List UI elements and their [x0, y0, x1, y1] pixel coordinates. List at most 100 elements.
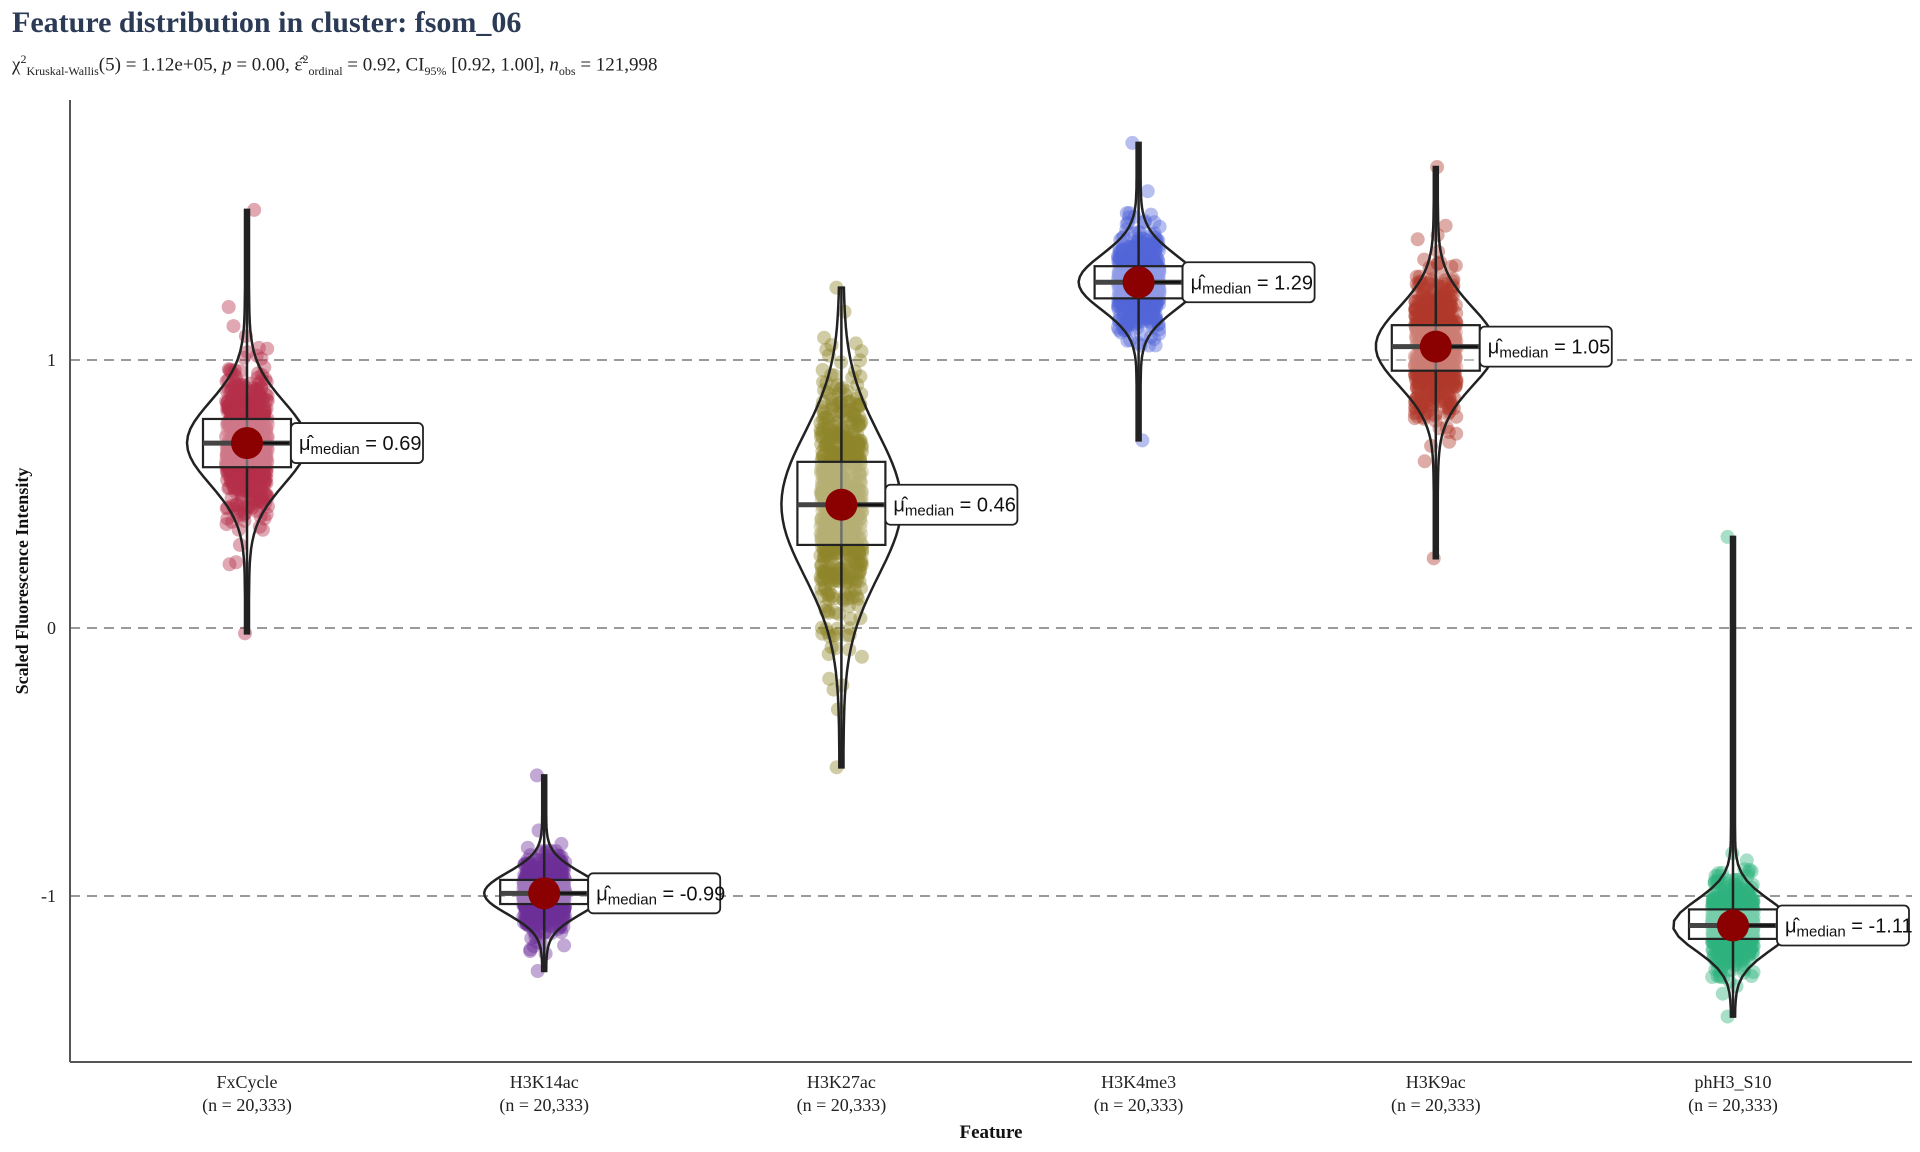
data-point: [845, 590, 860, 605]
data-point: [223, 453, 238, 468]
data-point: [257, 413, 272, 428]
data-point: [220, 423, 235, 438]
data-point: [520, 906, 535, 921]
data-point: [1712, 876, 1727, 890]
data-point: [835, 446, 850, 460]
data-point: [556, 898, 571, 913]
data-point: [220, 384, 234, 399]
data-point: [253, 453, 268, 468]
median-label-box: [290, 422, 424, 464]
data-point: [528, 860, 542, 875]
data-point: [222, 401, 237, 416]
data-point: [249, 396, 264, 411]
data-point: [238, 469, 252, 484]
data-point: [556, 878, 571, 893]
data-point: [230, 410, 245, 425]
data-point: [232, 394, 247, 409]
data-point: [220, 458, 235, 473]
data-point: [1148, 338, 1163, 353]
data-point: [233, 497, 248, 512]
data-point: [234, 477, 249, 492]
data-point: [249, 486, 264, 500]
data-point: [245, 492, 260, 507]
data-point: [819, 410, 834, 425]
data-point: [230, 482, 245, 497]
data-point: [1111, 301, 1126, 316]
data-point: [252, 395, 267, 410]
data-point: [257, 403, 272, 418]
data-point: [223, 470, 238, 485]
data-point: [520, 840, 535, 855]
data-point: [258, 469, 272, 483]
data-point: [258, 448, 273, 463]
data-point: [247, 395, 262, 410]
data-point: [259, 447, 274, 462]
data-point: [258, 487, 273, 502]
data-point: [1728, 877, 1742, 892]
data-point: [535, 844, 550, 859]
data-point: [255, 392, 270, 407]
data-point: [257, 421, 272, 436]
data-point: [252, 493, 267, 508]
data-point: [247, 398, 262, 412]
median-point: [1122, 266, 1155, 299]
data-point: [259, 487, 274, 502]
x-tick-label: FxCycle: [217, 1072, 278, 1092]
data-point: [238, 470, 253, 485]
data-point: [527, 865, 541, 880]
data-point: [222, 418, 237, 433]
data-point: [241, 394, 256, 409]
x-tick-n-label: (n = 20,333): [499, 1095, 589, 1116]
data-point: [554, 849, 569, 864]
data-point: [221, 394, 235, 409]
data-point: [250, 370, 265, 385]
data-point: [260, 417, 275, 432]
data-point: [225, 476, 240, 491]
data-point: [225, 400, 240, 415]
data-point: [252, 389, 267, 404]
data-point: [817, 330, 832, 345]
data-point: [525, 907, 540, 922]
data-point: [234, 377, 249, 392]
data-point: [252, 489, 267, 504]
data-point: [232, 471, 247, 486]
data-point: [1438, 218, 1453, 233]
data-point: [251, 403, 266, 418]
data-point: [224, 491, 239, 505]
data-point: [820, 435, 835, 450]
data-point: [528, 916, 542, 931]
data-point: [247, 396, 261, 411]
median-point: [1717, 909, 1749, 942]
data-point: [543, 856, 558, 871]
data-point: [233, 502, 248, 517]
data-point: [232, 406, 247, 421]
data-point: [538, 859, 553, 873]
data-point: [221, 403, 236, 418]
data-point: [551, 854, 566, 869]
data-point: [224, 383, 239, 398]
data-point: [520, 865, 535, 880]
data-point: [231, 410, 246, 425]
data-point: [259, 466, 274, 481]
data-point: [238, 395, 253, 410]
y-axis-label: Scaled Fluorescence Intensity: [12, 468, 32, 695]
data-point: [251, 383, 266, 398]
data-point: [232, 377, 247, 392]
data-point: [259, 393, 274, 407]
data-point: [832, 561, 847, 576]
data-point: [257, 474, 272, 489]
data-point: [245, 475, 259, 490]
data-point: [238, 506, 253, 521]
data-point: [253, 388, 268, 403]
data-point: [226, 406, 241, 421]
data-point: [220, 447, 234, 462]
data-point: [251, 340, 266, 355]
data-point: [220, 396, 234, 411]
data-point: [220, 511, 235, 526]
data-point: [257, 450, 272, 465]
data-point: [219, 429, 234, 444]
data-point: [225, 418, 240, 433]
data-point: [219, 448, 234, 463]
data-point: [518, 899, 533, 914]
data-point: [259, 401, 274, 416]
